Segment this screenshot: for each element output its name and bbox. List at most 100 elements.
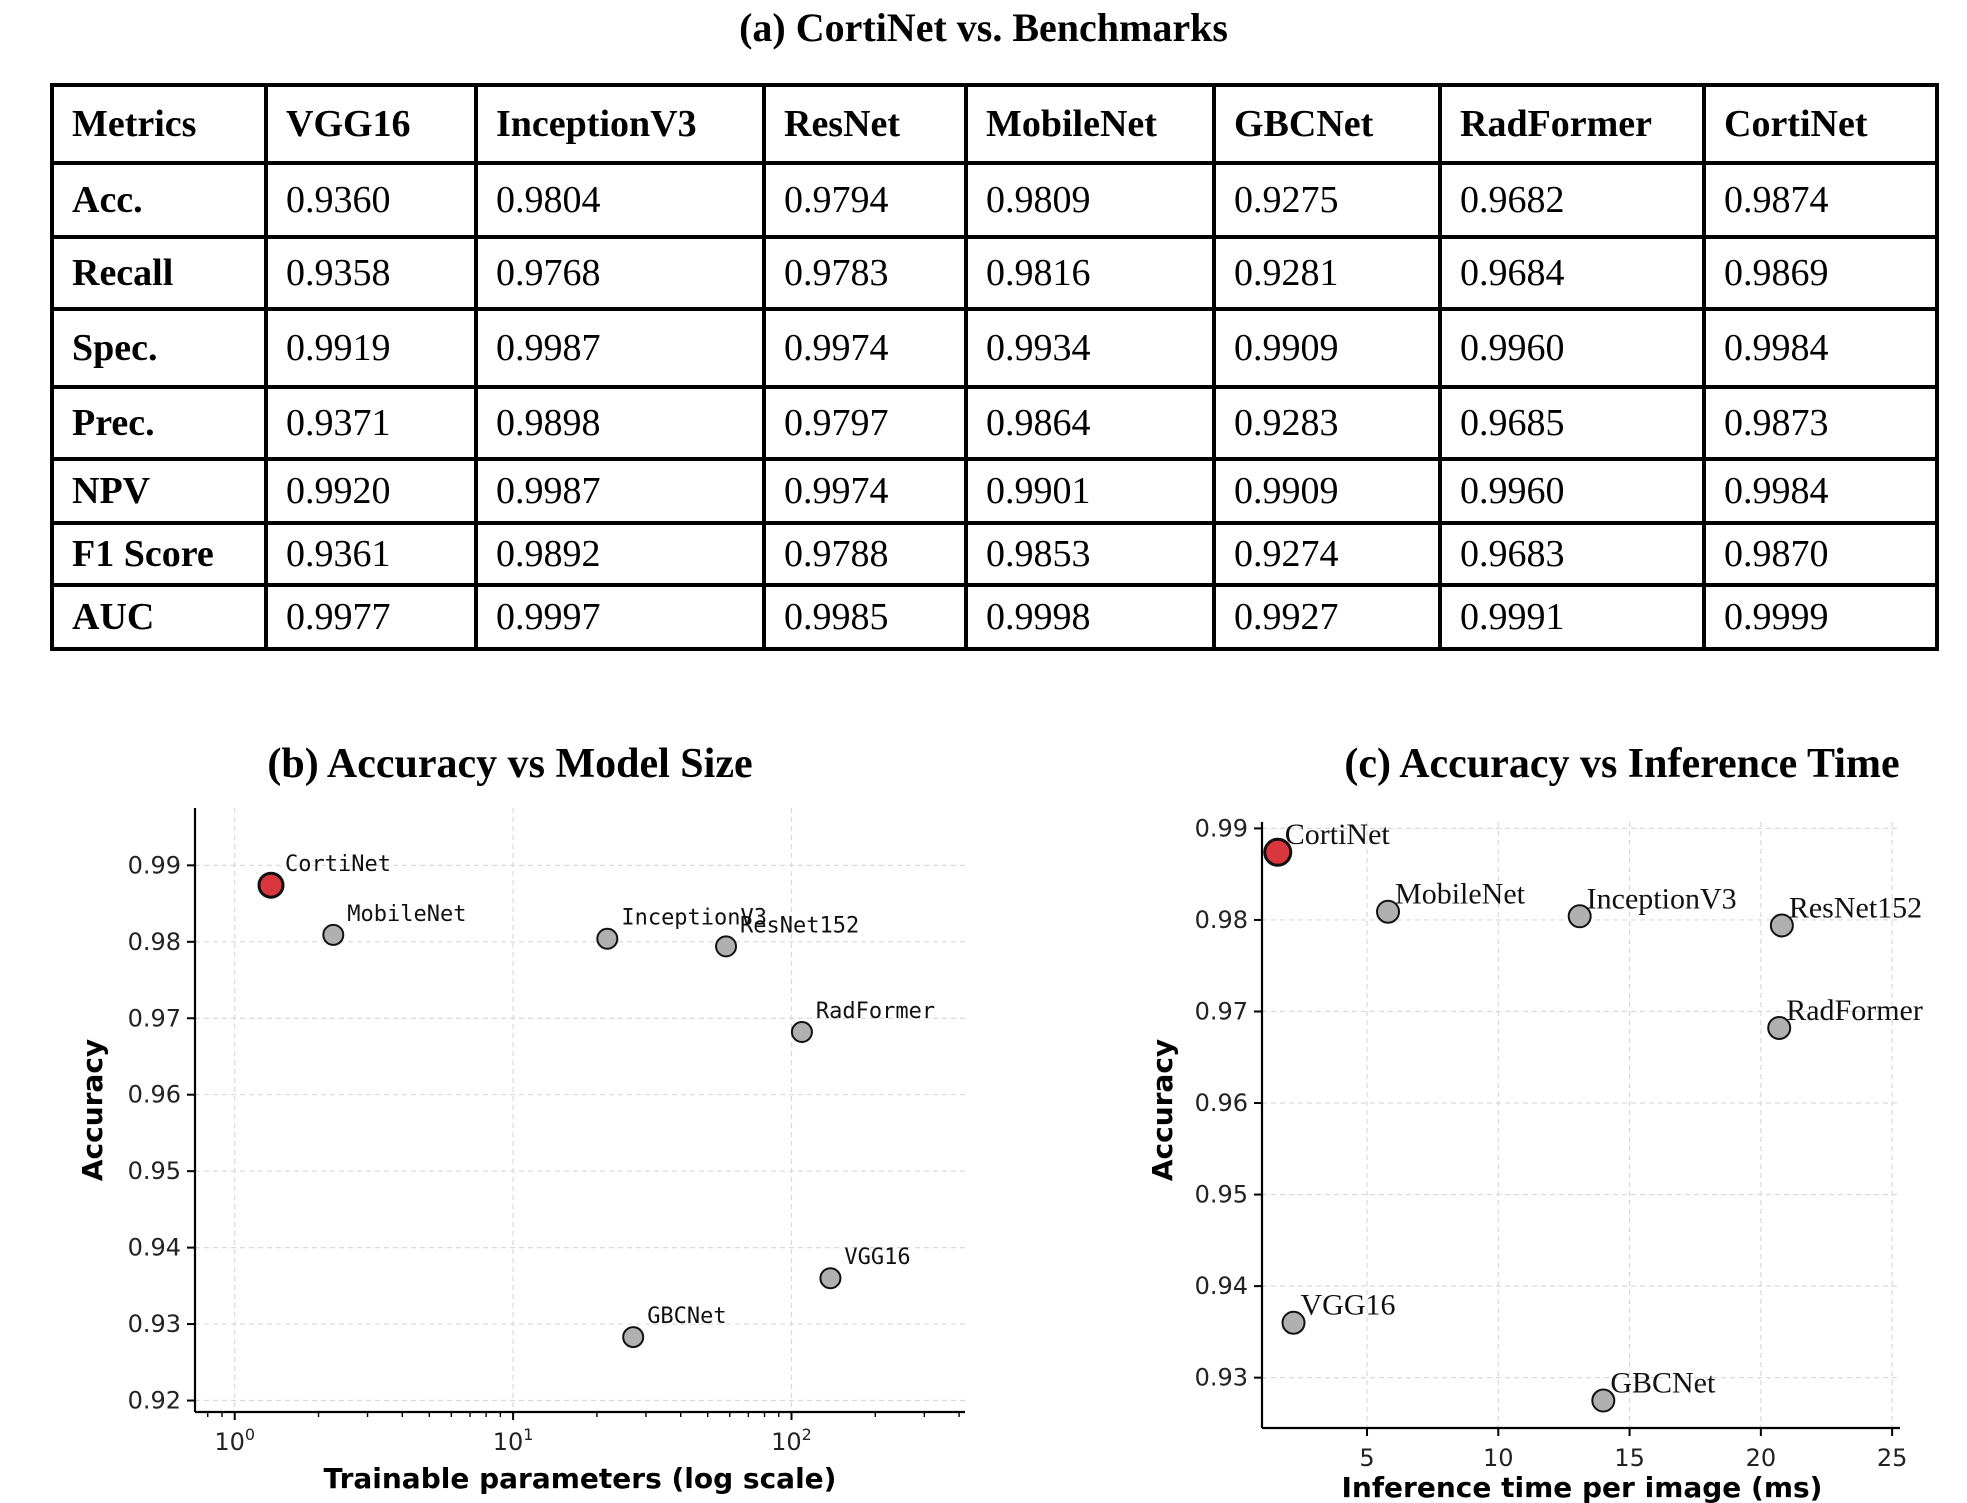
metric-value: 0.9683 xyxy=(1438,521,1706,587)
metric-label: Prec. xyxy=(50,385,268,461)
metric-value: 0.9984 xyxy=(1702,457,1939,525)
data-point-resnet152 xyxy=(715,935,738,958)
x-tick-label: 101 xyxy=(493,1425,534,1456)
data-label-vgg16: VGG16 xyxy=(844,1245,910,1270)
data-label-resnet152: ResNet152 xyxy=(740,913,859,938)
metric-value: 0.9974 xyxy=(762,307,968,389)
metric-value: 0.9685 xyxy=(1438,385,1706,461)
header-resnet: ResNet xyxy=(762,83,968,165)
y-tick-label: 0.97 xyxy=(128,1004,181,1032)
x-tick-label: 25 xyxy=(1877,1444,1908,1472)
metric-value: 0.9909 xyxy=(1212,307,1442,389)
y-tick-label: 0.93 xyxy=(128,1310,181,1338)
metric-label: AUC xyxy=(50,583,268,651)
metric-value: 0.9984 xyxy=(1702,307,1939,389)
metric-label: NPV xyxy=(50,457,268,525)
y-tick-label: 0.96 xyxy=(128,1081,181,1109)
metric-value: 0.9816 xyxy=(964,235,1216,311)
metric-value: 0.9768 xyxy=(474,235,766,311)
y-tick-label: 0.92 xyxy=(128,1387,181,1415)
metric-value: 0.9919 xyxy=(264,307,478,389)
metric-value: 0.9869 xyxy=(1702,235,1939,311)
benchmark-table: Metrics VGG16 InceptionV3 ResNet MobileN… xyxy=(50,83,1939,651)
x-tick-label: 102 xyxy=(771,1425,812,1456)
metric-value: 0.9682 xyxy=(1438,161,1706,239)
data-point-mobilenet xyxy=(1376,899,1401,924)
metric-value: 0.9999 xyxy=(1702,583,1939,651)
metric-value: 0.9783 xyxy=(762,235,968,311)
x-tick-label: 10 xyxy=(1483,1444,1514,1472)
data-label-inceptionv3: InceptionV3 xyxy=(1587,882,1737,915)
header-cortinet: CortiNet xyxy=(1702,83,1939,165)
metric-value: 0.9874 xyxy=(1702,161,1939,239)
y-tick-label: 0.98 xyxy=(1195,906,1248,934)
metric-value: 0.9797 xyxy=(762,385,968,461)
metric-value: 0.9358 xyxy=(264,235,478,311)
metric-value: 0.9977 xyxy=(264,583,478,651)
data-point-cortinet xyxy=(1263,837,1293,867)
y-tick-label: 0.93 xyxy=(1195,1364,1248,1392)
metric-value: 0.9853 xyxy=(964,521,1216,587)
metric-label: F1 Score xyxy=(50,521,268,587)
y-tick-label: 0.94 xyxy=(128,1234,181,1262)
metric-label: Acc. xyxy=(50,161,268,239)
header-vgg16: VGG16 xyxy=(264,83,478,165)
metric-value: 0.9873 xyxy=(1702,385,1939,461)
data-label-vgg16: VGG16 xyxy=(1301,1289,1396,1322)
x-axis-label: Inference time per image (ms) xyxy=(1342,1471,1823,1503)
x-tick-label: 5 xyxy=(1359,1444,1374,1472)
metric-value: 0.9974 xyxy=(762,457,968,525)
data-label-mobilenet: MobileNet xyxy=(1395,878,1526,911)
table-row: AUC 0.9977 0.9997 0.9985 0.9998 0.9927 0.9991 0… xyxy=(50,583,1939,651)
data-point-vgg16 xyxy=(819,1267,842,1290)
metric-value: 0.9870 xyxy=(1702,521,1939,587)
y-tick-label: 0.96 xyxy=(1195,1089,1248,1117)
data-point-radformer xyxy=(790,1021,813,1044)
x-tick-label: 15 xyxy=(1614,1444,1645,1472)
metric-value: 0.9985 xyxy=(762,583,968,651)
data-label-inceptionv3: InceptionV3 xyxy=(621,906,767,931)
y-axis-label: Accuracy xyxy=(1146,1039,1179,1181)
y-tick-label: 0.95 xyxy=(128,1157,181,1185)
metric-value: 0.9281 xyxy=(1212,235,1442,311)
metric-value: 0.9283 xyxy=(1212,385,1442,461)
data-label-resnet152: ResNet152 xyxy=(1789,891,1922,924)
metric-label: Spec. xyxy=(50,307,268,389)
data-label-cortinet: CortiNet xyxy=(285,852,391,877)
metric-value: 0.9274 xyxy=(1212,521,1442,587)
metric-value: 0.9275 xyxy=(1212,161,1442,239)
metric-value: 0.9997 xyxy=(474,583,766,651)
data-label-gbcnet: GBCNet xyxy=(1610,1367,1716,1400)
table-header-row: Metrics VGG16 InceptionV3 ResNet MobileN… xyxy=(50,83,1939,165)
header-mobilenet: MobileNet xyxy=(964,83,1216,165)
data-point-radformer xyxy=(1767,1015,1792,1040)
data-point-gbcnet xyxy=(1591,1388,1616,1413)
metric-value: 0.9361 xyxy=(264,521,478,587)
metric-value: 0.9892 xyxy=(474,521,766,587)
x-tick-label: 100 xyxy=(214,1425,255,1456)
metric-value: 0.9991 xyxy=(1438,583,1706,651)
table-title: (a) CortiNet vs. Benchmarks xyxy=(739,5,1228,50)
data-point-inceptionv3 xyxy=(596,927,619,950)
metric-value: 0.9898 xyxy=(474,385,766,461)
chart-title: (b) Accuracy vs Model Size xyxy=(267,741,752,787)
metric-value: 0.9809 xyxy=(964,161,1216,239)
y-tick-label: 0.94 xyxy=(1195,1272,1248,1300)
metric-label: Recall xyxy=(50,235,268,311)
y-tick-label: 0.95 xyxy=(1195,1181,1248,1209)
data-point-resnet152 xyxy=(1769,913,1794,938)
data-point-vgg16 xyxy=(1281,1310,1306,1335)
y-tick-label: 0.97 xyxy=(1195,997,1248,1025)
metric-value: 0.9684 xyxy=(1438,235,1706,311)
table-row: Prec. 0.9371 0.9898 0.9797 0.9864 0.9283 0.968… xyxy=(50,385,1939,461)
metric-value: 0.9371 xyxy=(264,385,478,461)
metric-value: 0.9960 xyxy=(1438,457,1706,525)
x-tick-label: 20 xyxy=(1746,1444,1777,1472)
metric-value: 0.9360 xyxy=(264,161,478,239)
metric-value: 0.9934 xyxy=(964,307,1216,389)
header-inceptionv3: InceptionV3 xyxy=(474,83,766,165)
data-label-mobilenet: MobileNet xyxy=(347,902,466,927)
table-row: F1 Score 0.9361 0.9892 0.9788 0.9853 0.9274 0.… xyxy=(50,521,1939,587)
data-point-gbcnet xyxy=(622,1326,645,1349)
